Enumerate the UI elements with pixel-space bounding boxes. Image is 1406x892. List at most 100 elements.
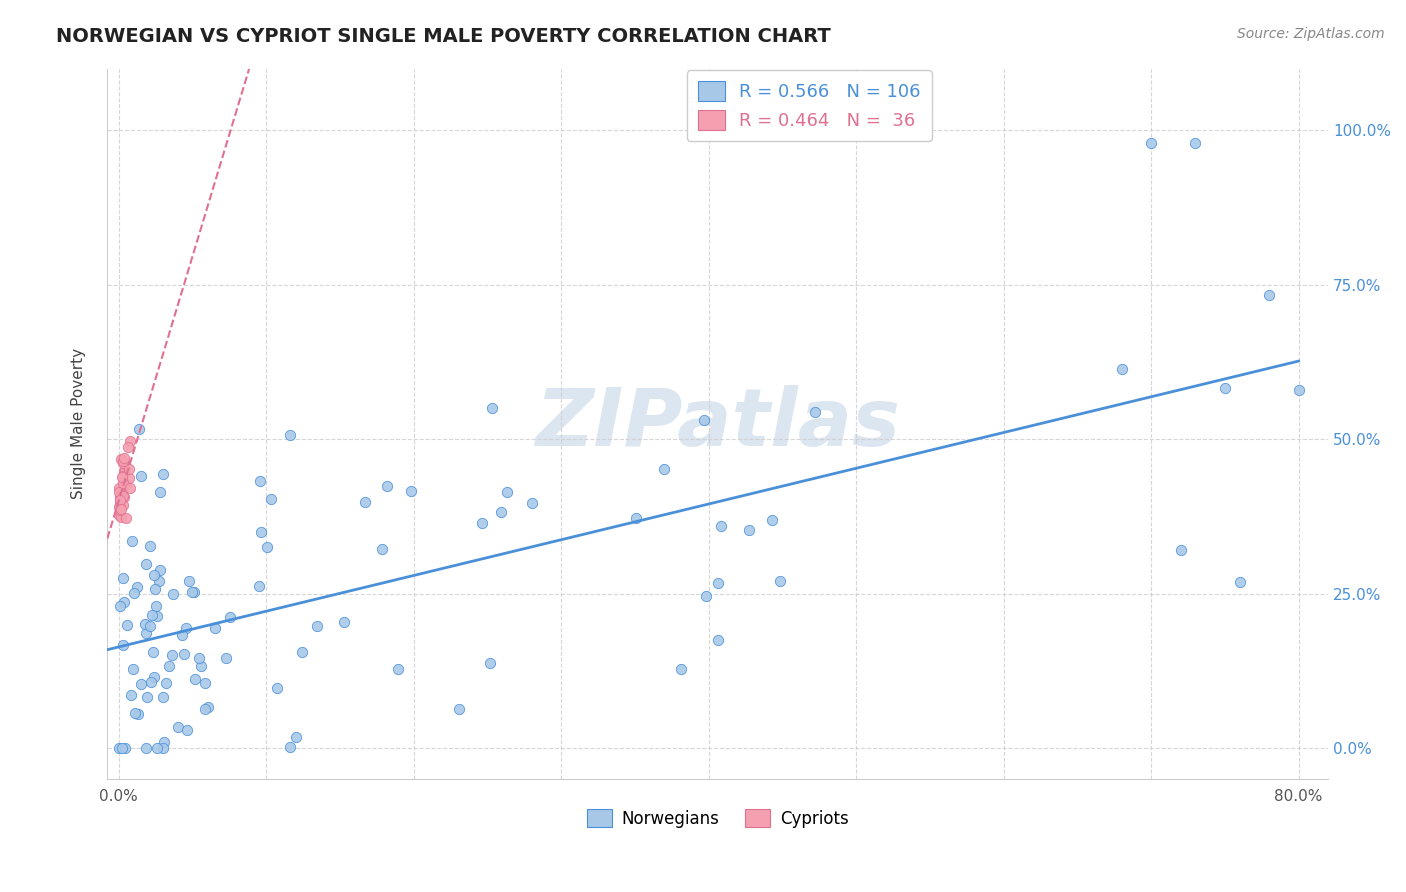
Point [142, 645, 165, 659]
Point [710, 519, 733, 533]
Point [375, 479, 398, 493]
Point [148, 574, 170, 588]
Point [167, 721, 190, 735]
Point [112, 490, 135, 504]
Point [110, 489, 132, 503]
Point [136, 690, 159, 704]
Point [153, 735, 176, 749]
Point [118, 462, 141, 476]
Point [110, 484, 132, 499]
Point [669, 662, 692, 676]
Point [111, 476, 134, 491]
Point [278, 739, 301, 754]
Point [135, 557, 157, 571]
Point [111, 638, 134, 652]
Point [160, 648, 183, 662]
Point [111, 741, 134, 756]
Point [124, 586, 146, 600]
Point [1111, 362, 1133, 376]
Point [143, 670, 166, 684]
Point [1213, 381, 1236, 395]
Point [120, 434, 142, 448]
Point [1184, 136, 1206, 150]
Point [120, 482, 142, 496]
Point [370, 542, 392, 557]
Point [215, 651, 238, 665]
Point [135, 741, 157, 756]
Point [194, 702, 217, 716]
Point [110, 510, 132, 524]
Point [256, 540, 278, 554]
Point [128, 422, 150, 436]
Point [129, 469, 152, 483]
Point [305, 619, 328, 633]
Point [146, 609, 169, 624]
Point [108, 500, 131, 515]
Point [1229, 575, 1251, 590]
Point [145, 741, 167, 756]
Point [399, 484, 422, 499]
Point [111, 454, 134, 468]
Point [173, 647, 195, 661]
Point [118, 471, 141, 485]
Point [152, 690, 174, 704]
Point [108, 485, 131, 500]
Point [152, 467, 174, 482]
Point [522, 496, 544, 510]
Point [291, 645, 314, 659]
Point [183, 673, 205, 687]
Point [108, 508, 131, 522]
Point [197, 700, 219, 714]
Point [1170, 543, 1192, 558]
Point [112, 595, 135, 609]
Point [707, 575, 730, 590]
Point [170, 628, 193, 642]
Point [387, 662, 409, 676]
Text: ZIPatlas: ZIPatlas [536, 384, 900, 463]
Point [654, 461, 676, 475]
Point [110, 502, 132, 516]
Point [204, 621, 226, 635]
Point [112, 456, 135, 470]
Point [114, 477, 136, 491]
Point [127, 580, 149, 594]
Point [139, 539, 162, 553]
Point [143, 568, 166, 582]
Point [1258, 287, 1281, 301]
Point [266, 681, 288, 695]
Point [110, 489, 132, 503]
Point [624, 511, 647, 525]
Point [479, 657, 502, 671]
Point [695, 589, 717, 603]
Point [124, 706, 146, 720]
Point [108, 496, 131, 510]
Point [114, 457, 136, 471]
Point [180, 584, 202, 599]
Point [141, 674, 163, 689]
Point [247, 579, 270, 593]
Point [176, 723, 198, 737]
Point [1140, 136, 1163, 150]
Point [260, 492, 283, 507]
Point [449, 701, 471, 715]
Point [108, 493, 131, 508]
Text: Source: ZipAtlas.com: Source: ZipAtlas.com [1237, 27, 1385, 41]
Point [120, 688, 142, 702]
Point [707, 633, 730, 648]
Point [108, 481, 131, 495]
Point [111, 484, 134, 499]
Point [141, 607, 163, 622]
Point [179, 574, 201, 588]
Point [110, 489, 132, 503]
Point [135, 626, 157, 640]
Point [110, 599, 132, 614]
Point [249, 525, 271, 540]
Point [111, 498, 134, 512]
Point [139, 619, 162, 633]
Point [110, 451, 132, 466]
Point [152, 741, 174, 756]
Point [804, 404, 827, 418]
Point [122, 662, 145, 676]
Legend: Norwegians, Cypriots: Norwegians, Cypriots [581, 803, 855, 835]
Point [761, 513, 783, 527]
